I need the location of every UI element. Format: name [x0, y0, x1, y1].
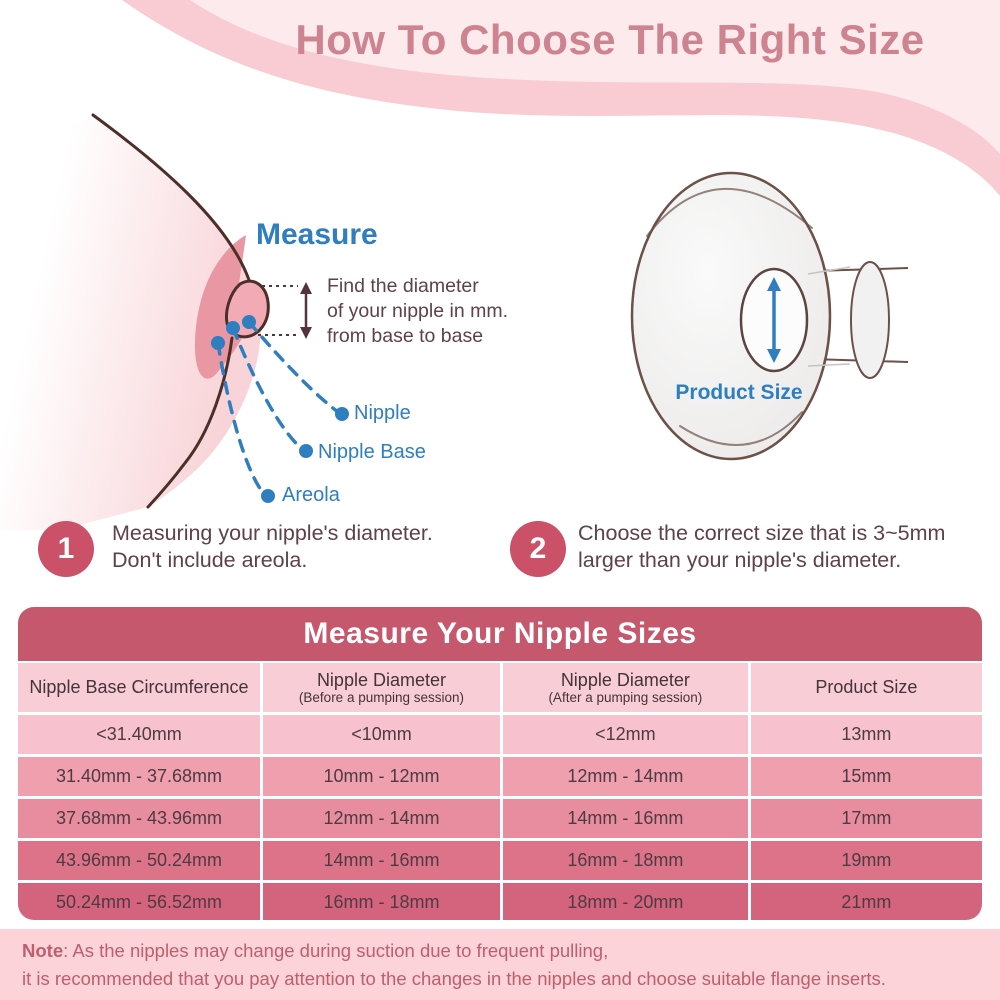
table-row: <31.40mm <10mm <12mm 13mm — [18, 712, 982, 754]
measure-description-line: Find the diameter — [327, 275, 479, 297]
table-cell: 16mm - 18mm — [259, 883, 500, 920]
label-nipple: Nipple — [354, 402, 411, 424]
measure-description-line: from base to base — [327, 325, 484, 347]
size-table: Measure Your Nipple Sizes Nipple Base Ci… — [18, 607, 982, 920]
note-line: it is recommended that you pay attention… — [22, 967, 886, 989]
note-text: Note: As the nipples may change during s… — [22, 937, 886, 992]
table-cell: 13mm — [747, 715, 982, 754]
breast-outline-upper — [91, 113, 251, 282]
table-cell: <31.40mm — [96, 724, 182, 744]
pointer-lines — [216, 320, 340, 496]
page-title: How To Choose The Right Size — [295, 16, 925, 63]
note-line: Note: As the nipples may change during s… — [22, 940, 609, 961]
table-cell: 14mm - 16mm — [259, 841, 500, 880]
measure-description: Find the diameter of your nipple in mm. … — [327, 274, 508, 349]
step-1-line: Measuring your nipple's diameter. — [112, 521, 433, 545]
column-header: Product Size — [747, 663, 982, 712]
table-cell: 43.96mm - 50.24mm — [55, 850, 222, 870]
step-1-text: Measuring your nipple's diameter. Don't … — [112, 520, 433, 574]
measure-heading: Measure — [256, 218, 378, 251]
table-cell: <10mm — [259, 715, 500, 754]
column-header: Nipple Diameter (Before a pumping sessio… — [259, 663, 500, 712]
note-band: Note: As the nipples may change during s… — [0, 929, 1000, 1000]
breast-shape — [0, 115, 261, 530]
cone-edge-bottom — [807, 363, 851, 367]
breast-diagram — [0, 113, 349, 530]
pointer-dots — [211, 315, 349, 503]
measure-arrow-up-icon — [300, 282, 312, 294]
table-row: 50.24mm - 56.52mm 16mm - 18mm 18mm - 20m… — [18, 880, 982, 920]
table-cell: 12mm - 14mm — [499, 757, 748, 796]
table-cell: 12mm - 14mm — [259, 799, 500, 838]
table-cell: 21mm — [747, 883, 982, 920]
funnel-highlight-top — [646, 187, 813, 237]
table-cell: 14mm - 16mm — [499, 799, 748, 838]
flange-ring — [850, 261, 890, 379]
areola-shape — [194, 235, 247, 379]
table-title: Measure Your Nipple Sizes — [18, 607, 982, 661]
funnel-shape — [630, 171, 832, 461]
label-areola: Areola — [282, 484, 340, 506]
table-cell: 37.68mm - 43.96mm — [55, 808, 222, 828]
table-cell: 16mm - 18mm — [499, 841, 748, 880]
table-cell: 18mm - 20mm — [499, 883, 748, 920]
funnel-highlight-bottom — [679, 411, 803, 446]
header-wave-graphic — [122, 0, 1000, 196]
note-label: Note — [22, 940, 64, 961]
table-cell: 17mm — [747, 799, 982, 838]
table-row: 31.40mm - 37.68mm 10mm - 12mm 12mm - 14m… — [18, 754, 982, 796]
table-cell: 31.40mm - 37.68mm — [55, 766, 222, 786]
diameter-arrow-up-icon — [767, 277, 781, 291]
measure-arrow-down-icon — [300, 327, 312, 339]
table-row: 43.96mm - 50.24mm 14mm - 16mm 16mm - 18m… — [18, 838, 982, 880]
label-nipple-base: Nipple Base — [318, 441, 426, 463]
table-row: 37.68mm - 43.96mm 12mm - 14mm 14mm - 16m… — [18, 796, 982, 838]
column-header: Nipple Diameter (After a pumping session… — [499, 663, 748, 712]
table-cell: <12mm — [499, 715, 748, 754]
diameter-arrow-down-icon — [767, 349, 781, 363]
step-2-line: larger than your nipple's diameter. — [578, 548, 902, 572]
step-1-line: Don't include areola. — [112, 548, 308, 572]
step-2-text: Choose the correct size that is 3~5mm la… — [578, 520, 945, 574]
column-header: Nipple Base Circumference — [29, 677, 249, 697]
step-2-badge: 2 — [510, 521, 566, 577]
table-cell: 19mm — [747, 841, 982, 880]
table-cell: 10mm - 12mm — [259, 757, 500, 796]
table-header-row: Nipple Base Circumference Nipple Diamete… — [18, 661, 982, 712]
table-cell: 50.24mm - 56.52mm — [55, 892, 222, 912]
product-size-label: Product Size — [675, 381, 803, 404]
step-1-badge: 1 — [38, 521, 94, 577]
cone-edge-top — [807, 266, 851, 275]
breast-outline-lower — [146, 336, 234, 509]
flange-diagram — [630, 171, 909, 461]
table-cell: 15mm — [747, 757, 982, 796]
measure-description-line: of your nipple in mm. — [327, 300, 508, 322]
step-2-line: Choose the correct size that is 3~5mm — [578, 521, 946, 545]
